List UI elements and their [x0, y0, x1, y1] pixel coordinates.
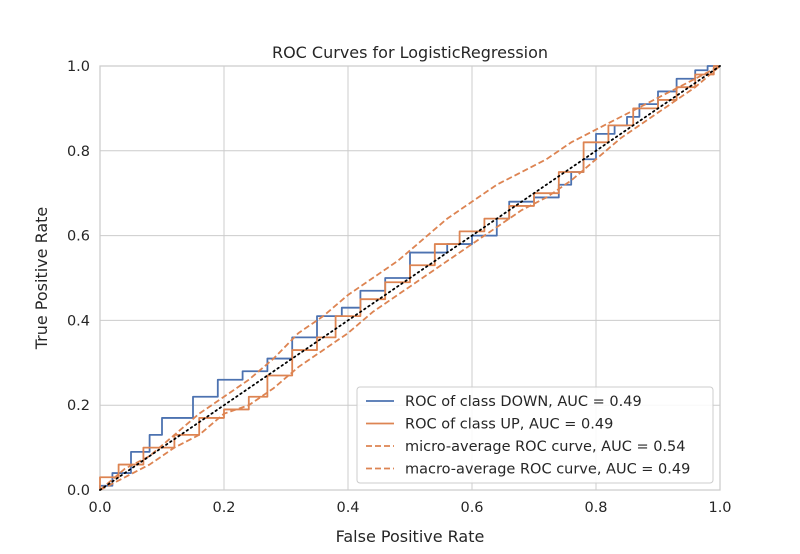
x-tick-label: 0.6	[460, 500, 483, 516]
y-tick-label: 0.6	[67, 229, 90, 245]
series-lines	[99, 65, 721, 491]
x-tick-label: 0.0	[88, 500, 111, 516]
x-tick-label: 1.0	[708, 500, 731, 516]
x-axis-label: False Positive Rate	[336, 527, 485, 546]
x-tick-label: 0.4	[336, 500, 359, 516]
y-tick-label: 1.0	[67, 59, 90, 75]
series-line-2	[99, 65, 721, 491]
x-tick-label: 0.8	[584, 500, 607, 516]
legend-label: macro-average ROC curve, AUC = 0.49	[405, 462, 690, 478]
legend-box	[356, 386, 714, 484]
y-tick-label: 0.4	[67, 313, 90, 329]
series-line-3	[99, 65, 721, 491]
y-tick-label: 0.2	[67, 398, 90, 414]
legend-label: ROC of class UP, AUC = 0.49	[405, 417, 613, 433]
series-line-1	[99, 65, 720, 490]
x-tick-label: 0.2	[212, 500, 235, 516]
legend-label: micro-average ROC curve, AUC = 0.54	[405, 439, 685, 455]
chart-title: ROC Curves for LogisticRegression	[272, 43, 548, 62]
plot-frame	[99, 65, 721, 491]
legend: ROC of class DOWN, AUC = 0.49 ROC of clas…	[356, 386, 714, 484]
y-tick-label: 0.8	[67, 144, 90, 160]
y-axis-label: True Positive Rate	[32, 207, 51, 351]
tick-labels: 0.0 0.2 0.4 0.6 0.8 1.0 0.0 0.2 0.4 0.6 0.8 1.0	[67, 59, 732, 516]
chance-diagonal-line	[99, 65, 721, 491]
legend-label: ROC of class DOWN, AUC = 0.49	[405, 394, 642, 410]
y-tick-label: 0.0	[67, 483, 90, 499]
